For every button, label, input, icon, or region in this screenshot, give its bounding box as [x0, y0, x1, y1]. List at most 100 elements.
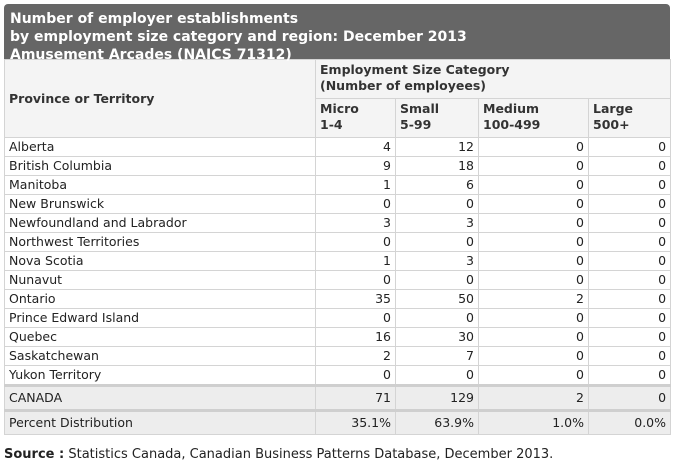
- value-cell: 9: [315, 156, 396, 176]
- table-row: Northwest Territories 0 0 0 0: [4, 232, 672, 252]
- value-cell: 0: [587, 327, 672, 347]
- source-text: Statistics Canada, Canadian Business Pat…: [64, 447, 554, 462]
- table-row: British Columbia 9 18 0 0: [4, 156, 672, 176]
- value-cell: 30: [395, 327, 479, 347]
- percent-distribution-row: Percent Distribution 35.1% 63.9% 1.0% 0.…: [4, 409, 672, 435]
- value-cell: 0: [478, 213, 589, 233]
- table-row: Saskatchewan 2 7 0 0: [4, 346, 672, 366]
- value-cell: 2: [478, 289, 589, 309]
- total-row: CANADA 71 129 2 0: [4, 384, 672, 411]
- value-cell: 0: [587, 194, 672, 214]
- table-row: Manitoba 1 6 0 0: [4, 175, 672, 195]
- value-cell: 0: [478, 327, 589, 347]
- value-cell: 3: [315, 213, 396, 233]
- region-cell: Prince Edward Island: [4, 308, 316, 328]
- table-row: Alberta 4 12 0 0: [4, 137, 672, 157]
- value-cell: 0: [395, 232, 479, 252]
- table-row: New Brunswick 0 0 0 0: [4, 194, 672, 214]
- column-range: 500+: [593, 117, 630, 132]
- value-cell: 35: [315, 289, 396, 309]
- region-cell: Northwest Territories: [4, 232, 316, 252]
- value-cell: 0: [587, 308, 672, 328]
- value-cell: 0: [478, 251, 589, 271]
- percent-value: 63.9%: [395, 409, 479, 435]
- region-cell: Ontario: [4, 289, 316, 309]
- value-cell: 2: [315, 346, 396, 366]
- value-cell: 4: [315, 137, 396, 157]
- province-header-label: Province or Territory: [9, 90, 155, 106]
- value-cell: 0: [587, 289, 672, 309]
- value-cell: 0: [315, 194, 396, 214]
- value-cell: 0: [478, 194, 589, 214]
- value-cell: 0: [587, 270, 672, 290]
- value-cell: 0: [478, 137, 589, 157]
- value-cell: 6: [395, 175, 479, 195]
- column-name: Medium: [483, 101, 540, 116]
- value-cell: 16: [315, 327, 396, 347]
- region-cell: New Brunswick: [4, 194, 316, 214]
- value-cell: 0: [587, 213, 672, 233]
- value-cell: 0: [478, 270, 589, 290]
- region-cell: Manitoba: [4, 175, 316, 195]
- value-cell: 0: [395, 365, 479, 386]
- column-range: 1-4: [320, 117, 343, 132]
- table-row: Nunavut 0 0 0 0: [4, 270, 672, 290]
- column-range: 5-99: [400, 117, 432, 132]
- region-cell: British Columbia: [4, 156, 316, 176]
- total-value: 71: [315, 384, 396, 411]
- region-cell: Alberta: [4, 137, 316, 157]
- column-header-small: Small 5-99: [395, 98, 479, 138]
- group-header-line-1: Employment Size Category: [320, 62, 510, 77]
- value-cell: 0: [587, 156, 672, 176]
- value-cell: 0: [587, 346, 672, 366]
- value-cell: 0: [587, 232, 672, 252]
- title-line-1: Number of employer establishments: [10, 11, 299, 27]
- value-cell: 7: [395, 346, 479, 366]
- value-cell: 0: [395, 308, 479, 328]
- establishments-table: Province or Territory Employment Size Ca…: [4, 59, 672, 435]
- value-cell: 0: [478, 175, 589, 195]
- value-cell: 0: [478, 232, 589, 252]
- table-row: Prince Edward Island 0 0 0 0: [4, 308, 672, 328]
- column-header-micro: Micro 1-4: [315, 98, 396, 138]
- header-row-columns: Micro 1-4 Small 5-99 Medium 100-499 Larg…: [5, 98, 672, 138]
- value-cell: 0: [478, 365, 589, 386]
- table-row: Yukon Territory 0 0 0 0: [4, 365, 672, 386]
- value-cell: 0: [587, 365, 672, 386]
- column-header-large: Large 500+: [587, 98, 672, 138]
- region-cell: Yukon Territory: [4, 365, 316, 386]
- value-cell: 0: [395, 270, 479, 290]
- table-row: Nova Scotia 1 3 0 0: [4, 251, 672, 271]
- value-cell: 3: [395, 251, 479, 271]
- title-line-2: by employment size category and region: …: [10, 29, 467, 45]
- value-cell: 1: [315, 175, 396, 195]
- title-line-3: Amusement Arcades (NAICS 71312): [10, 47, 292, 63]
- percent-label: Percent Distribution: [4, 409, 316, 435]
- value-cell: 0: [587, 251, 672, 271]
- table-row: Ontario 35 50 2 0: [4, 289, 672, 309]
- region-cell: Quebec: [4, 327, 316, 347]
- region-cell: Nunavut: [4, 270, 316, 290]
- value-cell: 0: [478, 156, 589, 176]
- value-cell: 0: [587, 175, 672, 195]
- value-cell: 0: [315, 308, 396, 328]
- value-cell: 12: [395, 137, 479, 157]
- column-header-medium: Medium 100-499: [478, 98, 589, 138]
- total-value: 0: [587, 384, 672, 411]
- value-cell: 0: [478, 346, 589, 366]
- percent-value: 0.0%: [587, 409, 672, 435]
- value-cell: 3: [395, 213, 479, 233]
- value-cell: 0: [315, 270, 396, 290]
- value-cell: 18: [395, 156, 479, 176]
- size-category-group-header: Employment Size Category (Number of empl…: [314, 59, 672, 99]
- total-value: 129: [395, 384, 479, 411]
- province-column-header: Province or Territory: [4, 59, 316, 138]
- data-table-container: Number of employer establishments by emp…: [4, 4, 672, 435]
- value-cell: 0: [395, 194, 479, 214]
- table-row: Quebec 16 30 0 0: [4, 327, 672, 347]
- value-cell: 0: [587, 137, 672, 157]
- value-cell: 1: [315, 251, 396, 271]
- value-cell: 0: [478, 308, 589, 328]
- total-value: 2: [478, 384, 589, 411]
- source-label: Source :: [4, 447, 65, 462]
